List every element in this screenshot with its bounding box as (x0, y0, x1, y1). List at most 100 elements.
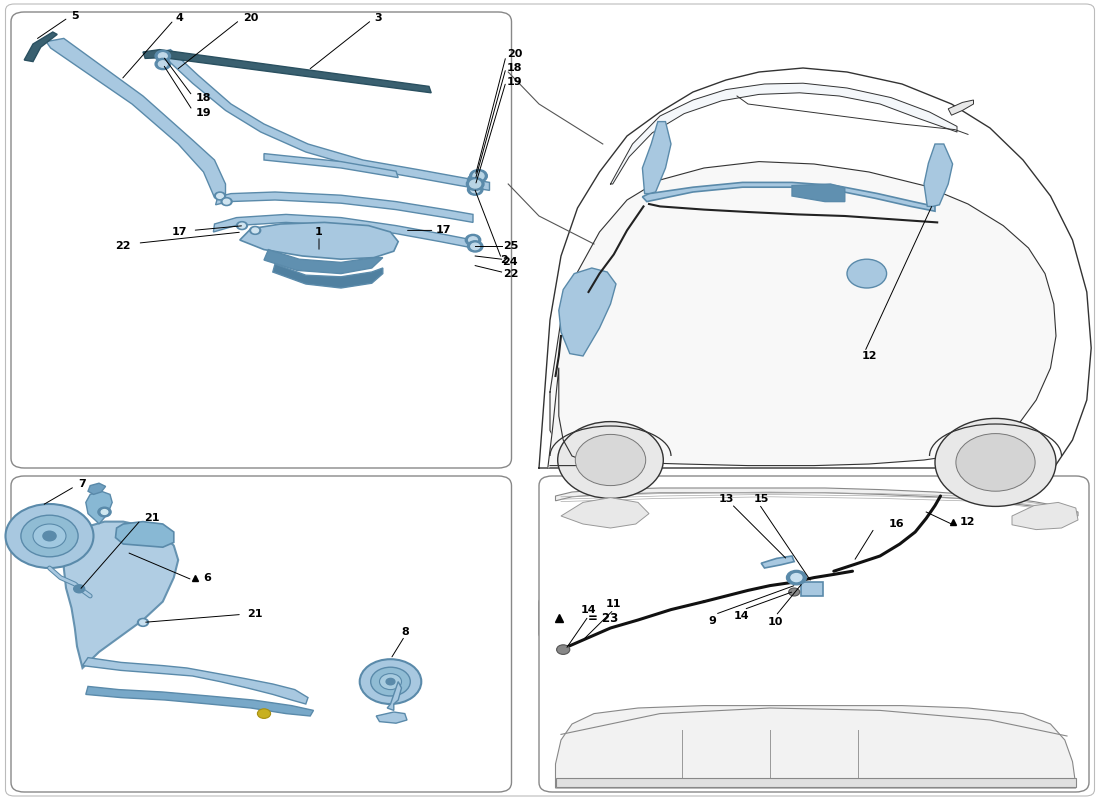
Polygon shape (160, 50, 490, 190)
Circle shape (158, 53, 167, 59)
Text: 6: 6 (204, 573, 211, 582)
Text: 8: 8 (400, 627, 409, 637)
Polygon shape (116, 522, 174, 547)
Polygon shape (216, 192, 473, 222)
Polygon shape (556, 778, 1076, 787)
Text: 20: 20 (507, 49, 522, 58)
Text: 11: 11 (606, 599, 621, 609)
Polygon shape (924, 144, 953, 206)
Circle shape (935, 418, 1056, 506)
Text: 13: 13 (718, 494, 734, 504)
Circle shape (140, 620, 146, 625)
Text: 17: 17 (436, 226, 451, 235)
Circle shape (98, 507, 111, 517)
Circle shape (468, 174, 483, 186)
Circle shape (470, 170, 487, 182)
Circle shape (371, 667, 410, 696)
Circle shape (469, 237, 477, 243)
Text: 22: 22 (116, 242, 131, 251)
Text: 3: 3 (375, 13, 382, 22)
Circle shape (956, 434, 1035, 491)
Circle shape (386, 678, 395, 685)
Polygon shape (46, 38, 226, 198)
Text: a passion for parts: a passion for parts (138, 462, 346, 578)
FancyBboxPatch shape (11, 476, 512, 792)
Circle shape (250, 226, 261, 234)
Text: 19: 19 (507, 77, 522, 86)
Polygon shape (801, 582, 823, 596)
Polygon shape (539, 68, 1091, 468)
Polygon shape (556, 488, 1078, 516)
Text: 22: 22 (503, 270, 518, 279)
Text: 14: 14 (734, 611, 749, 621)
Circle shape (471, 177, 480, 183)
Text: 21: 21 (248, 610, 263, 619)
Circle shape (155, 58, 170, 70)
Text: eurosj99: eurosj99 (0, 276, 450, 556)
Circle shape (236, 222, 248, 230)
Circle shape (379, 674, 401, 690)
Polygon shape (264, 250, 383, 274)
Circle shape (791, 574, 802, 582)
Polygon shape (273, 264, 383, 288)
Polygon shape (82, 658, 308, 704)
Circle shape (221, 198, 232, 206)
Polygon shape (143, 50, 431, 93)
Circle shape (138, 618, 148, 626)
Circle shape (158, 61, 167, 67)
FancyBboxPatch shape (6, 4, 1094, 796)
Circle shape (471, 186, 480, 193)
Circle shape (252, 228, 258, 233)
Polygon shape (387, 682, 402, 710)
Text: 18: 18 (196, 94, 211, 103)
Polygon shape (761, 556, 794, 568)
Polygon shape (1012, 502, 1078, 530)
Circle shape (468, 184, 483, 195)
Circle shape (223, 199, 230, 204)
Polygon shape (86, 491, 112, 524)
Text: 19: 19 (196, 108, 211, 118)
Text: 18: 18 (507, 63, 522, 73)
Text: a passion for parts: a passion for parts (681, 420, 903, 540)
Text: 7: 7 (78, 479, 87, 489)
Polygon shape (264, 154, 398, 178)
Circle shape (43, 531, 56, 541)
Polygon shape (642, 122, 671, 194)
Circle shape (33, 524, 66, 548)
Text: = 23: = 23 (587, 611, 618, 625)
Polygon shape (64, 522, 178, 668)
Polygon shape (86, 686, 313, 716)
Circle shape (786, 570, 806, 585)
Text: 10: 10 (768, 618, 783, 627)
Circle shape (465, 234, 481, 246)
Circle shape (468, 241, 483, 252)
Circle shape (74, 585, 85, 593)
Polygon shape (559, 268, 616, 356)
Polygon shape (556, 706, 1076, 788)
Polygon shape (240, 222, 398, 259)
Circle shape (471, 243, 480, 250)
Text: eurosj99: eurosj99 (550, 213, 1034, 507)
Polygon shape (24, 32, 57, 62)
Circle shape (360, 659, 421, 704)
Polygon shape (213, 214, 473, 248)
Text: 15: 15 (754, 494, 769, 504)
Text: 16: 16 (889, 519, 904, 529)
Polygon shape (948, 100, 974, 115)
Circle shape (257, 709, 271, 718)
Circle shape (239, 223, 245, 228)
Polygon shape (561, 498, 649, 528)
Text: 14: 14 (581, 605, 596, 614)
Circle shape (575, 434, 646, 486)
Circle shape (466, 178, 484, 190)
Circle shape (789, 588, 800, 596)
Text: 21: 21 (144, 513, 159, 522)
Polygon shape (610, 83, 957, 184)
Text: 1: 1 (315, 227, 323, 237)
Text: 9: 9 (708, 616, 717, 626)
Polygon shape (642, 182, 935, 211)
FancyBboxPatch shape (539, 476, 1089, 792)
Circle shape (214, 192, 225, 200)
Polygon shape (550, 162, 1056, 466)
Text: 24: 24 (503, 257, 518, 266)
